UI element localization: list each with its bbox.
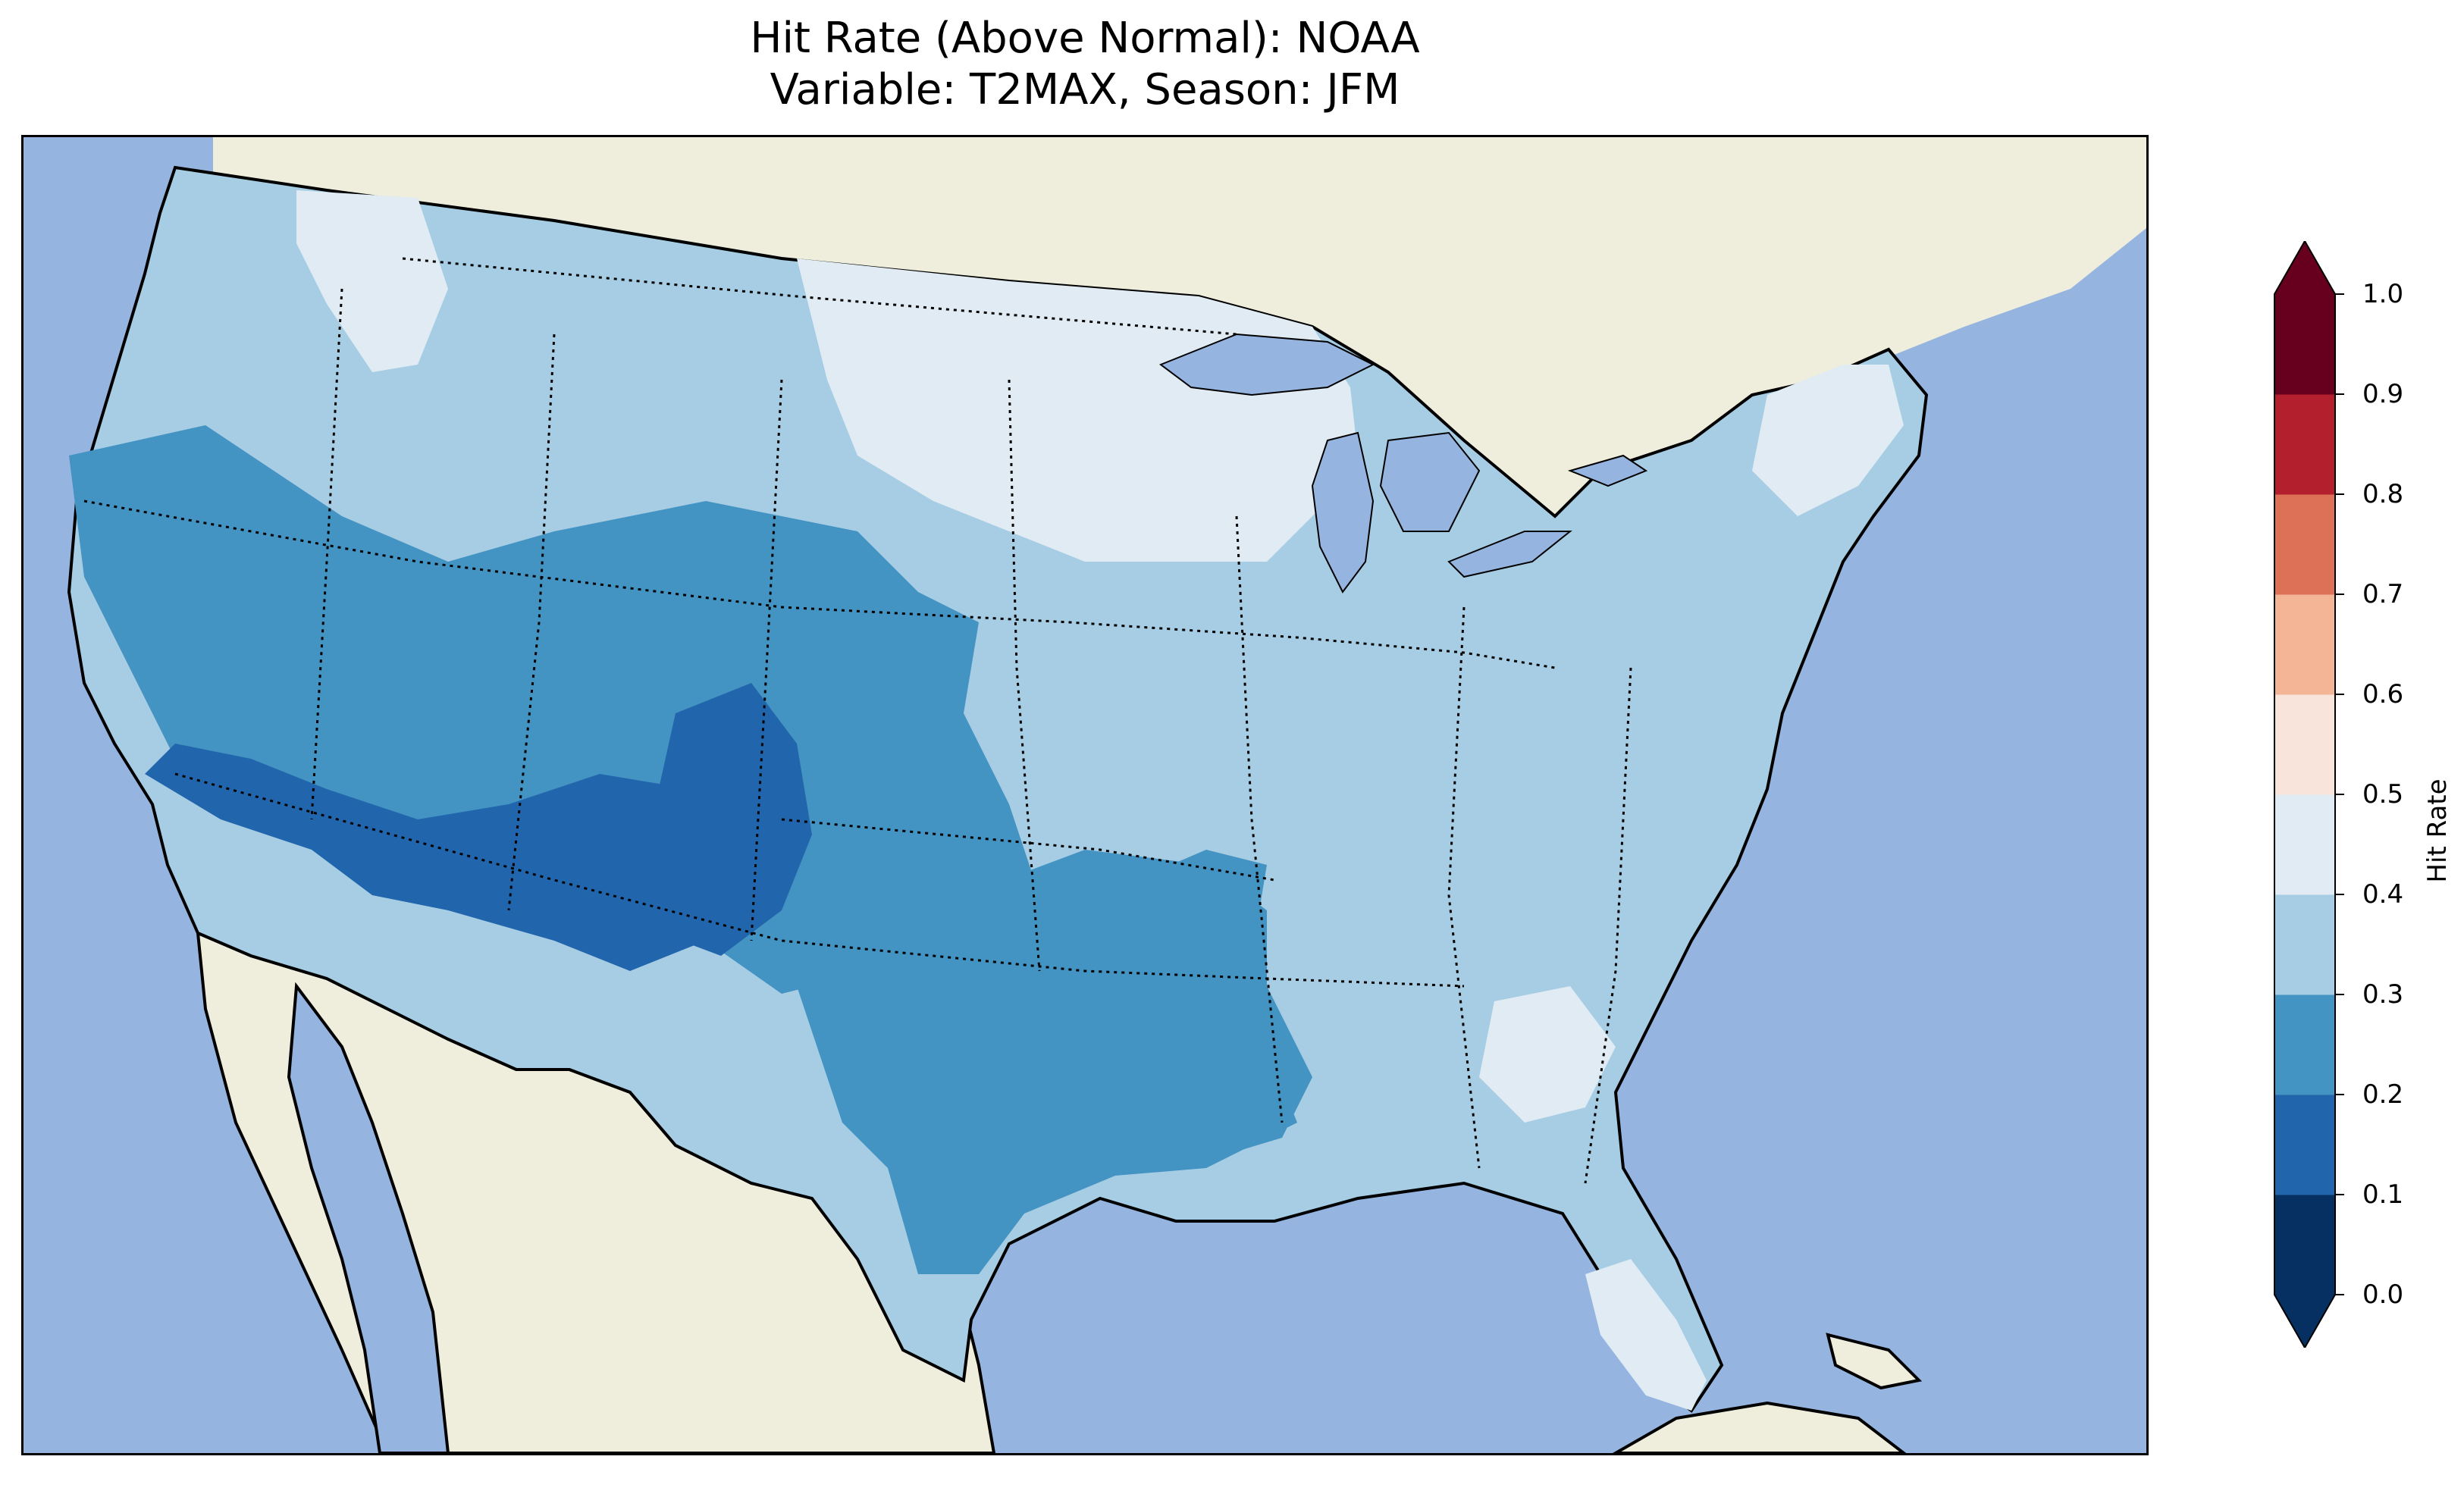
region-southwest-0.1 — [145, 744, 751, 971]
gulf-of-california — [287, 982, 450, 1453]
colorbar-bin — [2274, 994, 2335, 1095]
lake-huron — [1379, 431, 1481, 532]
state-borders — [83, 257, 1632, 1184]
colorbar-tick-label: 0.2 — [2362, 1079, 2404, 1110]
colorbar-bin — [2274, 294, 2335, 395]
colorbar-tick-label: 0.7 — [2362, 579, 2404, 609]
colorbar-tick-label: 0.1 — [2362, 1179, 2404, 1210]
colorbar-bin — [2274, 894, 2335, 995]
colorbar-tick-label: 0.0 — [2362, 1279, 2404, 1310]
cuba-land — [1826, 1333, 1923, 1390]
region-idaho-0.4 — [296, 190, 448, 372]
map-panel[interactable] — [21, 135, 2149, 1455]
map-canvas — [67, 137, 2146, 1453]
colorbar-tick-label: 0.3 — [2362, 979, 2404, 1010]
lake-erie — [1447, 531, 1572, 578]
region-colorado-0.1 — [645, 683, 812, 956]
region-arkansas-0.2 — [1100, 850, 1312, 1160]
region-north-0.4 — [797, 258, 1358, 562]
colorbar-label: Hit Rate — [2422, 778, 2453, 883]
colorbar-tick-label: 0.6 — [2362, 679, 2404, 709]
lake-superior — [1158, 333, 1375, 396]
colorbar-bin — [2274, 1095, 2335, 1195]
colorbar-bin — [2274, 1195, 2335, 1295]
colorbar-bin — [2274, 794, 2335, 895]
colorbar-bin — [2274, 494, 2335, 595]
chart-title: Hit Rate (Above Normal): NOAA — [750, 14, 1420, 63]
lake-ontario — [1567, 454, 1648, 487]
colorbar-tick-label: 0.4 — [2362, 879, 2404, 910]
colorbar-tick-label: 0.8 — [2362, 479, 2404, 509]
colorbar-bin — [2274, 394, 2335, 495]
colorbar-extend-max — [2274, 241, 2335, 294]
region-florida-0.4 — [1585, 1259, 1707, 1411]
colorbar — [2274, 241, 2344, 1348]
colorbar-bin — [2274, 594, 2335, 695]
colorbar-tick-label: 1.0 — [2362, 279, 2404, 309]
region-georgia-0.4 — [1479, 986, 1616, 1123]
colorbar-bin — [2274, 694, 2335, 795]
colorbar-tick-label: 0.5 — [2362, 779, 2404, 810]
chart-subtitle: Variable: T2MAX, Season: JFM — [770, 65, 1400, 114]
lake-michigan — [1311, 431, 1375, 594]
region-maine-0.4 — [1752, 365, 1904, 516]
colorbar-tick-label: 0.9 — [2362, 379, 2404, 409]
colorbar-extend-min — [2274, 1295, 2335, 1348]
yucatan-land — [1612, 1401, 1907, 1453]
